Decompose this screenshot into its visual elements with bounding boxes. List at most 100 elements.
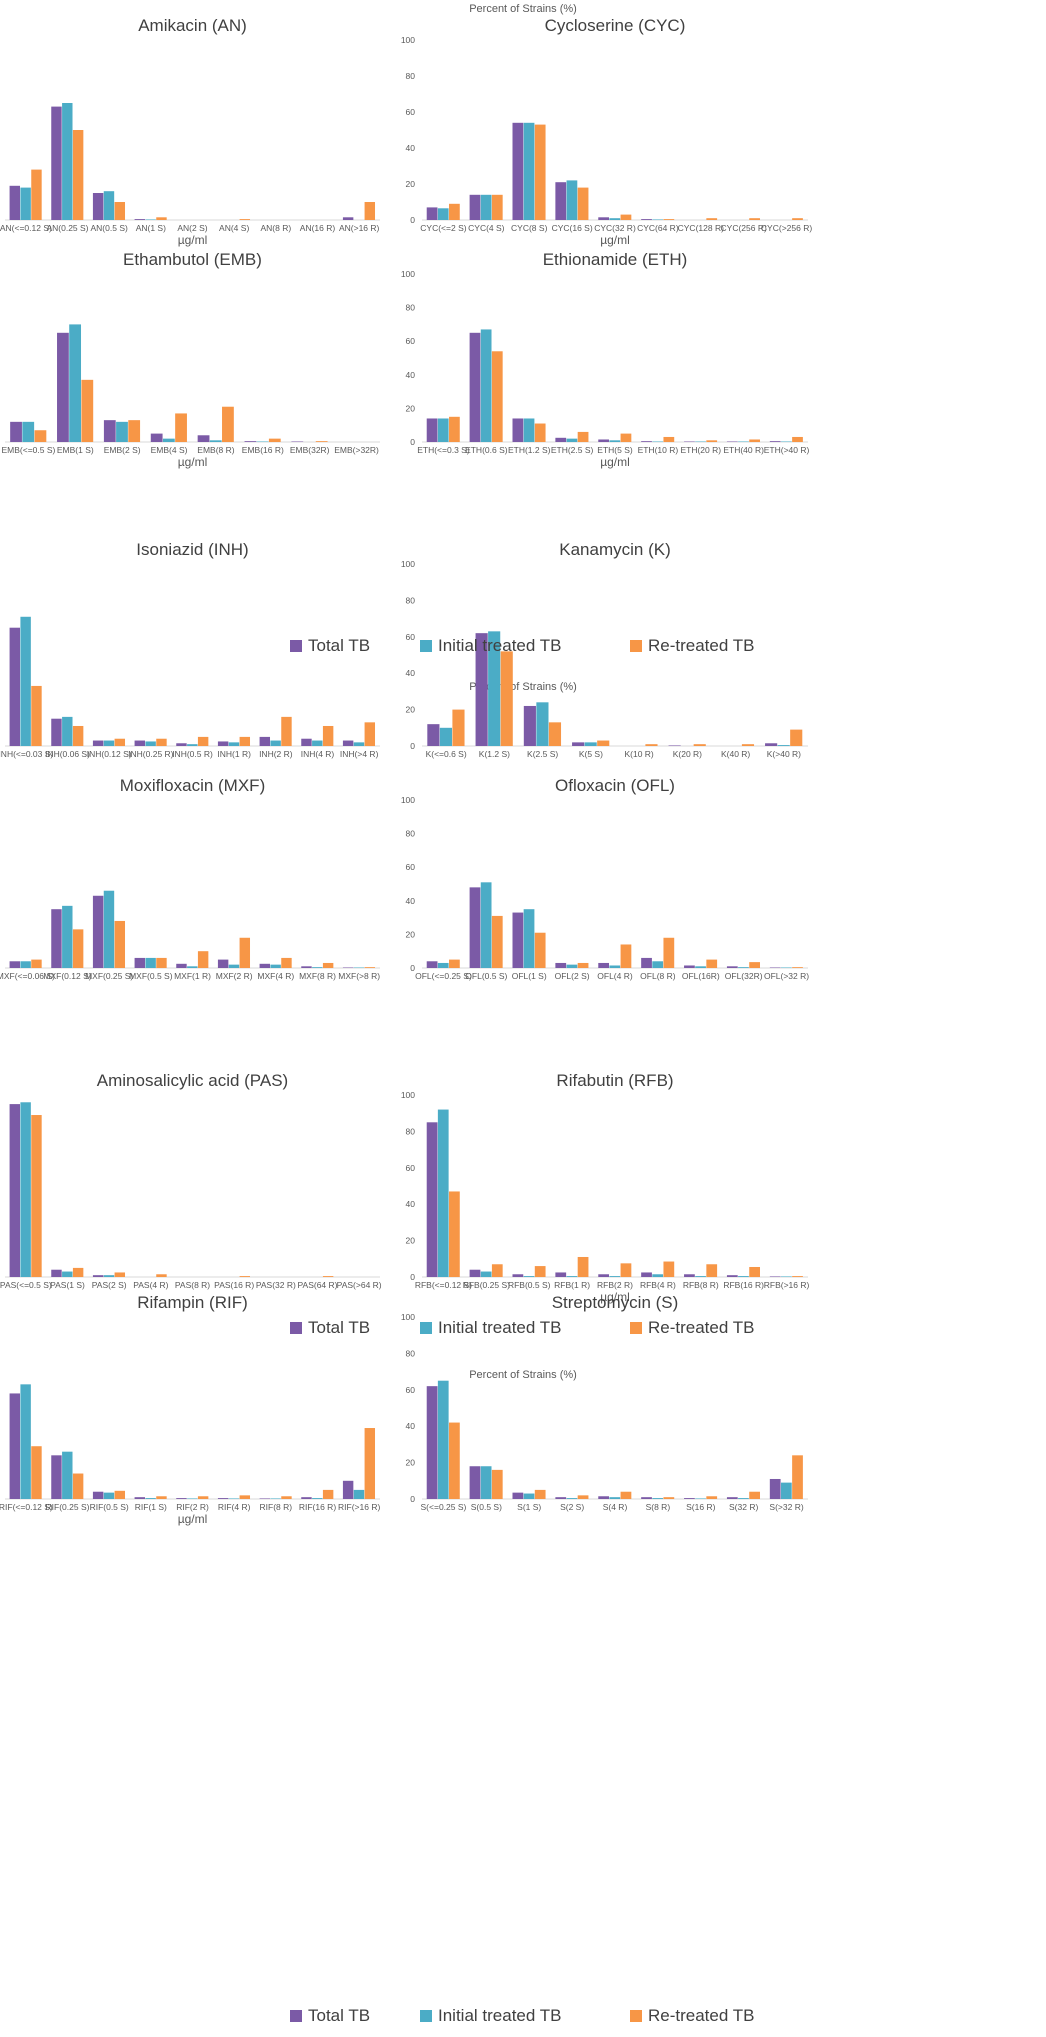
bar-re-treated-tb-ofl-16r [706, 959, 718, 968]
bar-re-treated-tb-cyc-256-r [792, 218, 803, 220]
x-tick-label: S(32 R) [729, 1502, 758, 1512]
x-tick-label: K(40 R) [721, 749, 750, 759]
bar-total-tb-mxf-4-r [259, 963, 271, 968]
legend-label: Initial treated TB [438, 1318, 561, 1337]
bar-total-tb-s-8-r [641, 1497, 652, 1499]
bar-re-treated-tb-eth-1-2-s [534, 423, 546, 442]
bar-total-tb-mxf-8-r [342, 967, 354, 968]
legend-swatch [420, 640, 432, 652]
x-tick-label: RIF(<=0.12 S) [0, 1502, 53, 1512]
y-tick-label: 0 [410, 963, 415, 973]
bar-re-treated-tb-k-20-r [693, 744, 706, 746]
bar-initial-treated-tb-ofl-1-s [523, 909, 535, 968]
bar-re-treated-tb-ofl-32r [749, 962, 760, 968]
bar-initial-treated-tb-eth-2-5-s [566, 438, 578, 442]
bar-re-treated-tb-rif-0-25-s [72, 1473, 84, 1499]
bar-total-tb-mxf-0-06-s [9, 961, 21, 968]
x-tick-label: EMB(<=0.5 S) [2, 445, 56, 455]
bar-total-tb-k-0-6-s [427, 724, 440, 746]
bar-initial-treated-tb-eth-40-r [738, 441, 749, 442]
bar-total-tb-ofl-2-s [555, 962, 567, 968]
y-tick-label: 100 [401, 1090, 415, 1100]
x-tick-label: EMB(32R) [290, 445, 330, 455]
x-tick-label: RFB(0.5 S) [508, 1280, 551, 1290]
y-tick-label: 100 [401, 35, 415, 45]
y-tick-label: 80 [406, 595, 416, 605]
bar-initial-treated-tb-inh-4-r [353, 742, 365, 746]
bar-re-treated-tb-pas-4-r [156, 1274, 167, 1277]
x-tick-label: RIF(16 R) [299, 1502, 336, 1512]
bar-initial-treated-tb-rfb-1-r [566, 1276, 578, 1277]
x-tick-label: K(2.5 S) [527, 749, 558, 759]
y-tick-label: 80 [406, 71, 416, 81]
bar-re-treated-tb-inh-4-r [322, 725, 334, 746]
x-tick-label: OFL(16R) [682, 971, 720, 981]
legend-swatch [630, 2010, 642, 2022]
chart-title: Streptomycin (S) [552, 1293, 679, 1312]
x-tick-label: EMB(16 R) [242, 445, 284, 455]
bar-re-treated-tb-emb-0-5-s [34, 430, 47, 442]
x-tick-label: AN(8 R) [260, 223, 291, 233]
chart-rifampin-rif: Rifampin (RIF)RIF(<=0.12 S)RIF(0.25 S) RI… [0, 1293, 380, 1526]
bar-total-tb-inh-4-r [301, 738, 312, 746]
bar-total-tb-eth-10-r [641, 441, 652, 442]
bar-re-treated-tb-k-1-2-s [500, 651, 513, 746]
x-tick-label: RIF(0.5 S) [90, 1502, 129, 1512]
y-tick-label: 0 [410, 741, 415, 751]
x-tick-label: PAS(1 S) [50, 1280, 85, 1290]
bar-initial-treated-tb-inh-0-5-r [187, 744, 198, 746]
bar-total-tb-cyc-2-s [426, 207, 438, 220]
x-tick-label: RFB(16 R) [723, 1280, 764, 1290]
bar-re-treated-tb-k-10-r [645, 744, 658, 746]
bar-total-tb-ofl-1-s [512, 912, 524, 968]
y-tick-label: 0 [410, 1272, 415, 1282]
bar-initial-treated-tb-emb-16-r [256, 441, 269, 442]
bar-re-treated-tb-rif-0-5-s [114, 1490, 126, 1499]
legend-item-initial-treated-tb: Initial treated TB [420, 2006, 561, 2025]
bar-initial-treated-tb-cyc-8-s [523, 122, 535, 220]
x-axis-unit: µg/ml [178, 233, 208, 247]
bar-total-tb-s-32-r [726, 1497, 738, 1499]
bar-total-tb-ofl-32r [726, 966, 738, 968]
bar-total-tb-mxf-0-5-s [134, 957, 146, 968]
bar-total-tb-ofl-4-r [598, 962, 610, 968]
chart-ethambutol-emb: Ethambutol (EMB) EMB(<=0.5 S) EMB(1 S) EMB(… [2, 250, 380, 469]
bar-total-tb-rif-0-5-s [92, 1491, 104, 1499]
x-tick-label: S(<=0.25 S) [421, 1502, 467, 1512]
x-axis-unit: µg/ml [178, 1512, 208, 1526]
bar-total-tb-emb-4-s [150, 433, 163, 442]
bar-re-treated-tb-eth-40-r [749, 439, 760, 442]
legend: Total TB Initial treated TB Re-treated TB [290, 2006, 754, 2025]
x-tick-label: OFL(<=0.25 S) [415, 971, 472, 981]
y-tick-label: 80 [406, 829, 416, 839]
y-tick-label: 80 [406, 1348, 416, 1358]
y-tick-label: 60 [406, 862, 416, 872]
bar-re-treated-tb-s-0-5-s [491, 1469, 503, 1499]
bar-initial-treated-tb-emb-1-s [69, 324, 82, 442]
x-tick-label: OFL(1 S) [512, 971, 547, 981]
x-tick-label: INH(0.12 S) [87, 749, 132, 759]
x-tick-label: PAS(2 S) [92, 1280, 127, 1290]
bar-initial-treated-tb-inh-1-r [228, 742, 240, 746]
bar-re-treated-tb-ofl-1-s [534, 932, 546, 968]
bar-total-tb-emb-2-s [103, 420, 116, 442]
bar-initial-treated-tb-cyc-32-r [609, 218, 621, 220]
bar-total-tb-ofl-16r [684, 965, 695, 968]
bar-re-treated-tb-rif-4-r [239, 1495, 251, 1499]
bar-total-tb-ofl-0-5-s [469, 887, 481, 968]
x-tick-label: EMB(8 R) [197, 445, 234, 455]
bar-total-tb-rfb-8-r [684, 1274, 695, 1277]
y-tick-label: 80 [406, 1126, 416, 1136]
bar-re-treated-tb-eth-0-6-s [491, 351, 503, 442]
x-tick-label: RFB(<=0.12 S) [415, 1280, 472, 1290]
x-tick-label: OFL(32R) [725, 971, 763, 981]
x-tick-label: CYC(16 S) [552, 223, 593, 233]
bar-total-tb-rif-8-r [259, 1498, 271, 1499]
bar-total-tb-cyc-64-r [641, 219, 652, 220]
bar-re-treated-tb-rif-1-s [156, 1496, 167, 1499]
x-tick-label: PAS(4 R) [133, 1280, 168, 1290]
bar-total-tb-emb-1-s [57, 332, 69, 442]
bar-total-tb-rif-1-s [134, 1497, 146, 1499]
bar-total-tb-k-1-2-s [475, 633, 488, 746]
